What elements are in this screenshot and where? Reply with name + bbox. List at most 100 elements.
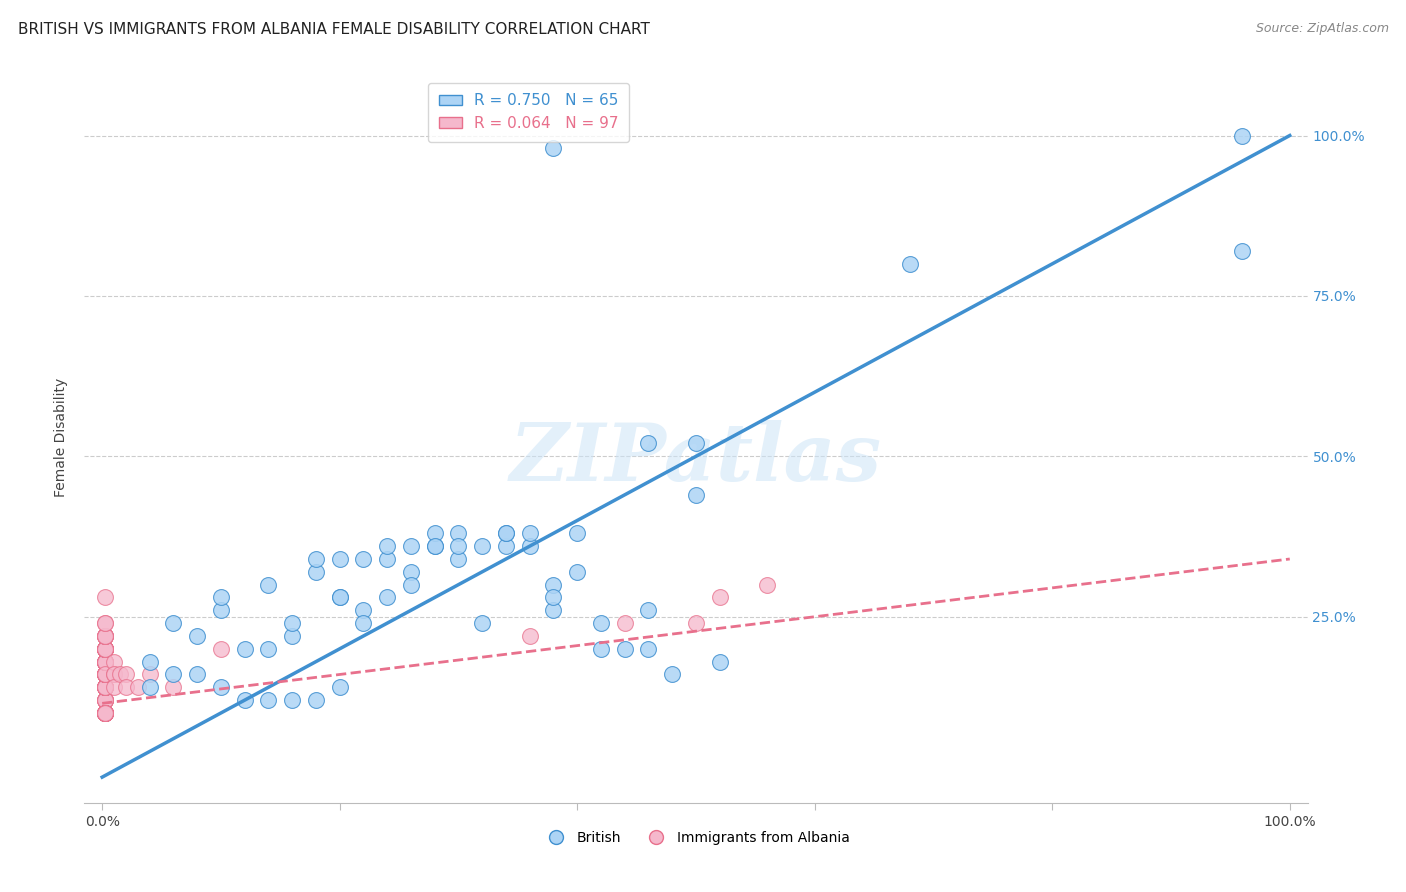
- Point: [93, 693, 115, 707]
- Point: [103, 667, 125, 681]
- Point: [93, 641, 115, 656]
- Point: [93, 667, 115, 681]
- Point: [543, 591, 565, 605]
- Point: [495, 526, 517, 541]
- Point: [93, 616, 115, 631]
- Point: [115, 667, 138, 681]
- Point: [637, 603, 659, 617]
- Point: [93, 706, 115, 720]
- Point: [329, 552, 352, 566]
- Point: [93, 667, 115, 681]
- Point: [93, 641, 115, 656]
- Point: [352, 603, 374, 617]
- Point: [589, 616, 612, 631]
- Point: [447, 526, 470, 541]
- Point: [1232, 244, 1254, 258]
- Point: [186, 667, 208, 681]
- Point: [447, 539, 470, 553]
- Point: [103, 681, 125, 695]
- Text: Source: ZipAtlas.com: Source: ZipAtlas.com: [1256, 22, 1389, 36]
- Point: [756, 577, 779, 591]
- Point: [281, 693, 304, 707]
- Point: [93, 693, 115, 707]
- Point: [93, 681, 115, 695]
- Point: [352, 552, 374, 566]
- Point: [399, 565, 422, 579]
- Y-axis label: Female Disability: Female Disability: [55, 377, 69, 497]
- Point: [162, 616, 184, 631]
- Point: [93, 629, 115, 643]
- Point: [423, 526, 446, 541]
- Point: [375, 591, 398, 605]
- Point: [93, 655, 115, 669]
- Point: [1232, 128, 1254, 143]
- Point: [399, 539, 422, 553]
- Point: [93, 655, 115, 669]
- Legend: British, Immigrants from Albania: British, Immigrants from Albania: [537, 826, 855, 851]
- Point: [93, 706, 115, 720]
- Point: [138, 655, 160, 669]
- Point: [93, 655, 115, 669]
- Point: [613, 616, 636, 631]
- Point: [233, 693, 256, 707]
- Point: [209, 681, 232, 695]
- Point: [93, 641, 115, 656]
- Point: [93, 706, 115, 720]
- Point: [162, 681, 184, 695]
- Point: [281, 629, 304, 643]
- Point: [93, 706, 115, 720]
- Point: [93, 641, 115, 656]
- Point: [93, 667, 115, 681]
- Point: [519, 629, 541, 643]
- Point: [567, 565, 589, 579]
- Point: [543, 141, 565, 155]
- Point: [567, 526, 589, 541]
- Point: [495, 539, 517, 553]
- Point: [93, 655, 115, 669]
- Point: [93, 655, 115, 669]
- Point: [93, 616, 115, 631]
- Point: [93, 681, 115, 695]
- Point: [93, 706, 115, 720]
- Point: [162, 667, 184, 681]
- Point: [613, 641, 636, 656]
- Point: [93, 641, 115, 656]
- Point: [93, 641, 115, 656]
- Point: [661, 667, 683, 681]
- Point: [637, 436, 659, 450]
- Point: [93, 681, 115, 695]
- Point: [103, 655, 125, 669]
- Point: [329, 681, 352, 695]
- Point: [93, 641, 115, 656]
- Point: [93, 667, 115, 681]
- Point: [447, 552, 470, 566]
- Point: [233, 641, 256, 656]
- Point: [209, 591, 232, 605]
- Point: [519, 526, 541, 541]
- Point: [93, 681, 115, 695]
- Point: [209, 603, 232, 617]
- Point: [93, 655, 115, 669]
- Point: [93, 629, 115, 643]
- Point: [93, 667, 115, 681]
- Point: [375, 539, 398, 553]
- Point: [471, 616, 494, 631]
- Point: [423, 539, 446, 553]
- Point: [93, 667, 115, 681]
- Point: [93, 591, 115, 605]
- Point: [471, 539, 494, 553]
- Point: [281, 616, 304, 631]
- Point: [93, 681, 115, 695]
- Point: [93, 706, 115, 720]
- Point: [93, 681, 115, 695]
- Point: [93, 693, 115, 707]
- Point: [127, 681, 149, 695]
- Point: [93, 706, 115, 720]
- Point: [543, 577, 565, 591]
- Point: [93, 681, 115, 695]
- Point: [209, 641, 232, 656]
- Point: [399, 577, 422, 591]
- Point: [93, 629, 115, 643]
- Point: [108, 667, 131, 681]
- Point: [93, 667, 115, 681]
